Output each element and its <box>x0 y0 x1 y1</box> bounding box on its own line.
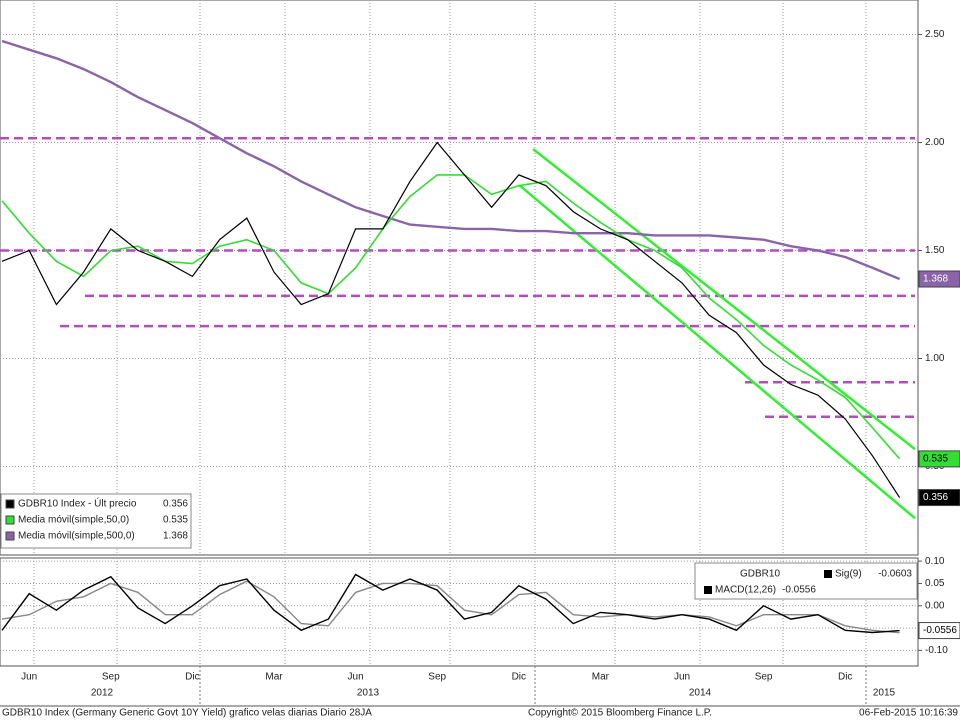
legend-title: GDBR10 <box>740 569 780 580</box>
tag-box <box>918 622 960 640</box>
y-tick-label: 2.00 <box>925 137 945 148</box>
series-line <box>1 174 901 460</box>
x-tick-label: Dic <box>185 672 199 683</box>
last-value-tag: 0.356 <box>918 489 960 507</box>
year-label: 2013 <box>357 688 380 699</box>
legend-box <box>694 562 918 600</box>
legend-value: -0.0603 <box>878 569 912 580</box>
tag-box <box>918 450 960 468</box>
legend-box <box>0 493 192 549</box>
y-tick-label: 1.50 <box>925 245 945 256</box>
channel-line <box>532 148 916 451</box>
last-value-label: 0.356 <box>923 492 948 503</box>
legend-label: Media móvil(simple,500,0) <box>18 531 135 542</box>
legend: GDBR10 Index - Últ precio 0.356 Media móvi… <box>0 493 192 549</box>
y-tick-label: 0.00 <box>925 600 945 611</box>
legend-label: Sig(9) <box>835 569 862 580</box>
x-tick-label: Jun <box>674 672 690 683</box>
x-tick-label: Sep <box>755 672 773 683</box>
tag-box <box>918 270 960 288</box>
legend-swatch <box>5 499 15 509</box>
legend: GDBR10 Sig(9) -0.0603 MACD(12,26) -0.0556 <box>694 562 918 600</box>
tag-box <box>918 489 960 507</box>
last-value-tag: 0.535 <box>918 450 960 468</box>
y-tick-label: 0.10 <box>925 556 945 567</box>
year-label: 2015 <box>873 688 896 699</box>
legend-value: 0.356 <box>163 499 188 510</box>
last-value-tag: 1.368 <box>918 270 960 288</box>
series-line <box>1 141 901 498</box>
legend-swatch <box>5 531 15 541</box>
last-value-label: -0.0556 <box>923 625 957 636</box>
legend-value: -0.0556 <box>782 585 816 596</box>
last-value-label: 1.368 <box>923 274 948 285</box>
y-tick-label: 1.00 <box>925 353 945 364</box>
x-tick-label: Mar <box>265 672 283 683</box>
y-tick-label: 2.50 <box>925 29 945 40</box>
series-line <box>1 573 900 634</box>
last-value-label: 0.535 <box>923 454 948 465</box>
legend-value: 1.368 <box>163 531 188 542</box>
legend-swatch <box>5 515 15 525</box>
x-tick-label: Sep <box>428 672 446 683</box>
x-tick-label: Sep <box>102 672 120 683</box>
x-tick-label: Jun <box>21 672 37 683</box>
last-value-tag: -0.0556 <box>918 622 960 640</box>
main-panel <box>0 0 919 556</box>
legend-value: 0.535 <box>163 515 188 526</box>
x-tick-label: Jun <box>348 672 364 683</box>
x-tick-label: Dic <box>838 672 852 683</box>
legend-swatch <box>704 586 712 594</box>
footer-left: GDBR10 Index (Germany Generic Govt 10Y Y… <box>2 708 372 719</box>
year-label: 2012 <box>91 688 114 699</box>
footer-right: 06-Feb-2015 10:16:39 <box>859 708 958 719</box>
y-tick-label: 0.05 <box>925 578 945 589</box>
series-line <box>1 39 901 281</box>
year-label: 2014 <box>689 688 712 699</box>
series-line <box>1 580 900 634</box>
legend-label: MACD(12,26) <box>715 585 776 596</box>
y-tick-label: -0.10 <box>925 645 948 656</box>
channel-line <box>519 184 916 520</box>
legend-swatch <box>824 570 832 578</box>
x-tick-label: Mar <box>592 672 610 683</box>
legend-label: Media móvil(simple,50,0) <box>18 515 129 526</box>
legend-label: GDBR10 Index - Últ precio <box>18 497 137 510</box>
x-tick-label: Dic <box>512 672 526 683</box>
footer-center: Copyright© 2015 Bloomberg Finance L.P. <box>528 708 712 719</box>
